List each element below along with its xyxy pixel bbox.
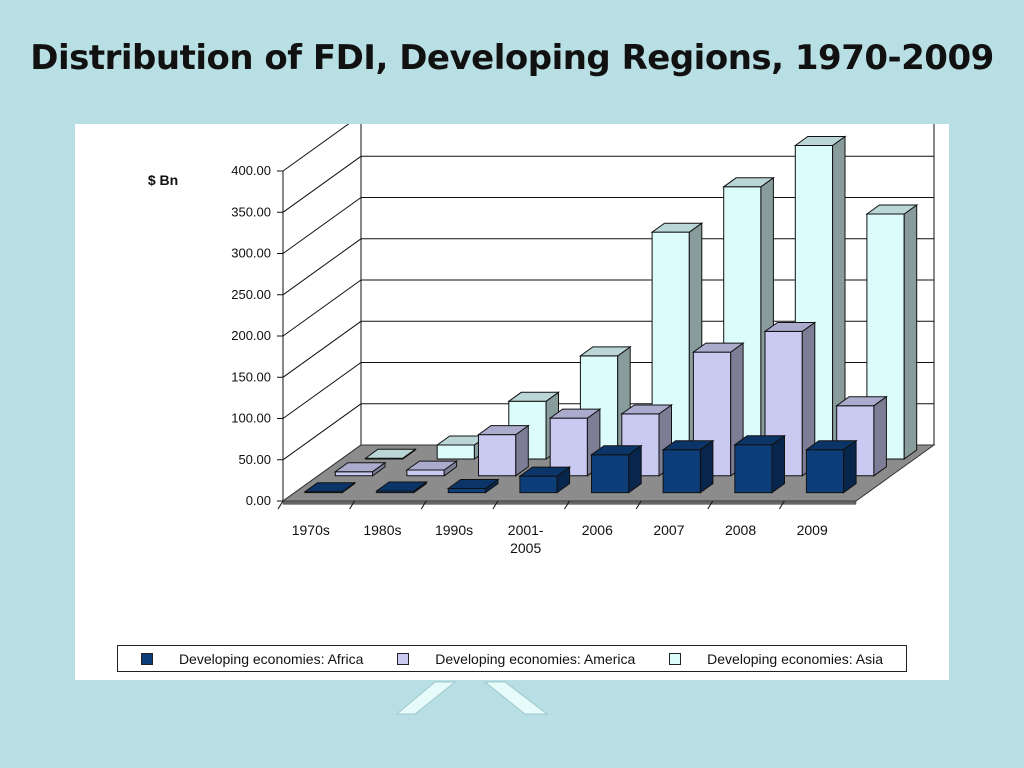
bar-america-side: [873, 395, 887, 477]
bar-asia-top: [507, 391, 561, 402]
x-tick-mark: [564, 500, 570, 510]
y-tick-label: 400.00: [231, 163, 271, 178]
bar-africa-top: [804, 440, 858, 451]
slide-title: Distribution of FDI, Developing Regions,…: [30, 38, 994, 78]
x-tick-mark: [349, 500, 356, 510]
legend-item: Developing economies: Asia: [669, 651, 883, 667]
bar-america-top: [620, 404, 674, 415]
bar-asia-side: [903, 204, 918, 460]
bar-africa: [518, 466, 572, 494]
bar-africa: [661, 439, 715, 494]
x-tick-mark: [277, 500, 284, 510]
bar-africa-front: [805, 449, 845, 494]
legend-label: Developing economies: America: [435, 650, 636, 667]
bar-africa-top: [661, 440, 715, 451]
bar-america-top: [835, 396, 888, 407]
bar-asia-top: [578, 346, 632, 357]
bar-africa-top: [303, 482, 357, 493]
y-tick-label: 350.00: [231, 204, 271, 219]
x-tick-label: 1970s: [292, 522, 330, 538]
bar-africa: [804, 439, 858, 494]
chart-bars: [303, 135, 919, 494]
y-tick-label: 100.00: [231, 411, 271, 426]
legend-swatch: [669, 652, 682, 665]
bar-africa: [303, 481, 357, 494]
bar-america-front: [406, 469, 445, 477]
x-tick-label: 2005: [510, 540, 541, 556]
decorative-shape: [395, 681, 549, 715]
x-tick-mark: [492, 500, 499, 510]
bar-asia-top: [364, 448, 417, 459]
x-tick-mark: [420, 500, 427, 510]
bar-africa-front: [591, 454, 630, 494]
bar-asia-top: [650, 222, 704, 233]
bar-africa-front: [662, 449, 701, 494]
y-tick-label: 0.00: [246, 493, 271, 508]
legend-label: Developing economies: Asia: [707, 650, 884, 667]
bar-africa-front: [734, 444, 773, 494]
x-tick-label: 2008: [725, 522, 756, 538]
legend-item: Developing economies: America: [397, 651, 635, 667]
bar-america: [476, 424, 530, 477]
y-axis-label: $ Bn: [148, 172, 178, 188]
x-tick-label: 2007: [653, 522, 684, 538]
bar-africa-front: [519, 475, 558, 494]
bar-africa: [375, 481, 428, 494]
fdi-3d-bar-chart: 0.00 50.00 100.00 150.00 200.00 250.00 300.00 3…: [148, 124, 936, 556]
y-tick-label: 50.00: [238, 452, 271, 467]
bar-america-top: [405, 460, 459, 471]
bar-america: [548, 408, 602, 477]
x-tick-label: 1990s: [435, 522, 473, 538]
bar-asia: [650, 222, 704, 460]
x-tick-label: 2006: [582, 522, 613, 538]
bar-america-top: [333, 462, 387, 473]
bar-asia-top: [722, 177, 775, 188]
chart-legend: Developing economies: Africa Developing e…: [117, 645, 907, 672]
legend-swatch: [140, 652, 153, 665]
chart-labels: 0.00 50.00 100.00 150.00 200.00 250.00 300.00 3…: [148, 163, 828, 556]
legend-swatch: [397, 652, 410, 665]
bar-africa-top: [733, 435, 787, 446]
bar-america-top: [691, 342, 745, 353]
bar-africa-front: [447, 488, 486, 494]
bar-asia: [364, 448, 417, 460]
bar-america: [333, 461, 387, 477]
bar-america-top: [548, 408, 602, 419]
bar-africa-top: [446, 479, 500, 489]
bar-america-top: [763, 322, 817, 332]
y-tick-label: 250.00: [231, 287, 271, 302]
legend-item: Developing economies: Africa: [140, 650, 364, 667]
bar-asia-top: [793, 136, 847, 146]
bar-america-front: [478, 434, 517, 477]
bar-africa-top: [375, 481, 428, 492]
x-tick-mark: [635, 500, 642, 510]
x-tick-label: 1980s: [363, 522, 401, 538]
bar-africa: [733, 434, 787, 494]
bar-africa-top: [518, 466, 572, 477]
y-tick-label: 150.00: [231, 369, 271, 384]
legend-label: Developing economies: Africa: [178, 650, 364, 667]
gridline: [282, 124, 350, 172]
y-tick-label: 300.00: [231, 246, 271, 261]
x-tick-mark: [707, 500, 714, 510]
bar-asia-top: [865, 204, 919, 215]
y-tick-label: 200.00: [231, 328, 271, 343]
bar-america: [405, 460, 459, 477]
x-tick-label: 2001-: [508, 522, 544, 538]
bar-asia-front: [436, 444, 475, 460]
bar-africa-top: [589, 445, 643, 456]
bar-africa-side: [771, 434, 785, 494]
chart-panel: 0.00 50.00 100.00 150.00 200.00 250.00 300.00 3…: [75, 124, 949, 680]
bar-america-top: [476, 425, 530, 436]
bar-africa: [589, 444, 643, 494]
bar-america-front: [334, 471, 373, 477]
bar-africa: [446, 478, 500, 494]
x-tick-mark: [778, 500, 785, 510]
x-tick-label: 2009: [797, 522, 828, 538]
